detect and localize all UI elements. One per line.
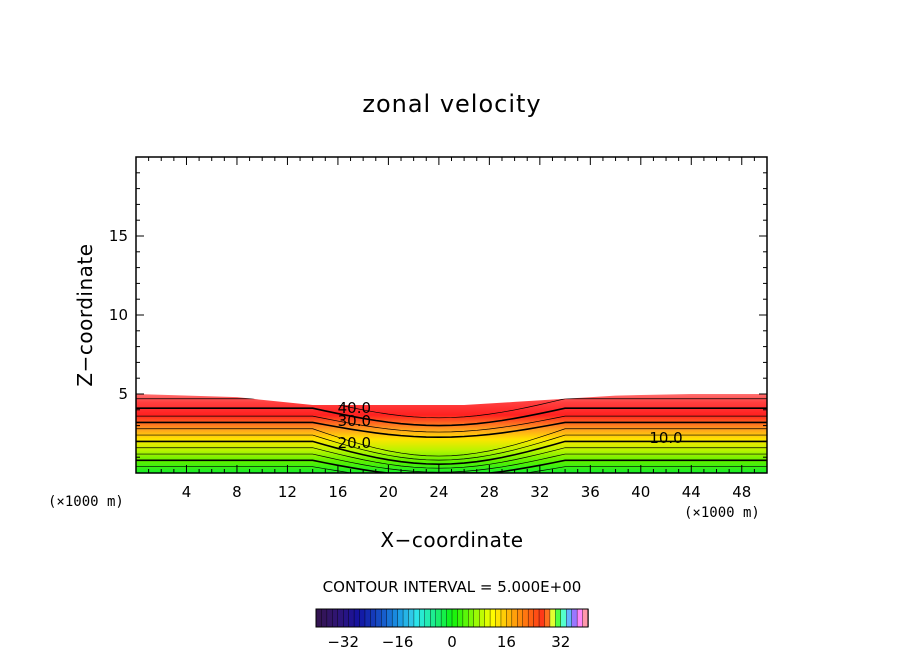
x-tick-label: 28 bbox=[480, 483, 499, 501]
chart-title: zonal velocity bbox=[362, 90, 541, 118]
colorbar-tick-label: −32 bbox=[327, 633, 359, 651]
x-tick-label: 24 bbox=[429, 483, 448, 501]
x-tick-label: 4 bbox=[182, 483, 192, 501]
colorbar-swatch bbox=[527, 608, 535, 628]
colorbar-swatch bbox=[381, 608, 388, 628]
colorbar-swatch bbox=[451, 608, 459, 628]
contour-label: 10.0 bbox=[649, 429, 682, 447]
colorbar-swatch bbox=[511, 608, 518, 628]
colorbar-swatch bbox=[468, 608, 475, 628]
x-tick-label: 8 bbox=[232, 483, 242, 501]
colorbar-frame bbox=[315, 608, 589, 628]
x-tick-label: 36 bbox=[581, 483, 600, 501]
colorbar-swatch bbox=[408, 608, 415, 628]
contour-line bbox=[136, 447, 767, 469]
contour-label: 40.0 bbox=[338, 399, 371, 417]
y-tick-label: 5 bbox=[118, 385, 128, 403]
colorbar-swatch bbox=[457, 608, 464, 628]
x-axis-ticks: 4 8 12 16 20 24 28 32 36 40 44 48 bbox=[148, 157, 755, 501]
colorbar-swatch bbox=[571, 608, 578, 628]
colorbar-swatch bbox=[576, 608, 584, 628]
colorbar-swatch bbox=[391, 608, 399, 628]
colorbar-swatch bbox=[538, 608, 546, 628]
y-tick-label: 15 bbox=[109, 227, 128, 245]
colorbar-tick-label: 32 bbox=[551, 633, 570, 651]
colorbar-swatch bbox=[353, 608, 361, 628]
colorbar-swatch bbox=[495, 608, 502, 628]
colorbar-swatch bbox=[440, 608, 448, 628]
colorbar-swatch bbox=[386, 608, 393, 628]
colorbar-swatch bbox=[315, 608, 323, 628]
colorbar-swatch bbox=[397, 608, 404, 628]
colorbar-swatch bbox=[462, 608, 470, 628]
contour-labels: 40.030.0 20.0 10.0 bbox=[338, 399, 683, 452]
colorbar bbox=[315, 608, 589, 628]
x-tick-label: 16 bbox=[328, 483, 347, 501]
x-unit-left: (×1000 m) bbox=[48, 494, 124, 510]
colorbar-swatch bbox=[500, 608, 508, 628]
colorbar-swatch bbox=[549, 608, 557, 628]
colorbar-swatch bbox=[446, 608, 453, 628]
colorbar-ticks: −32 −16 0 16 32 bbox=[327, 633, 570, 651]
contour-lines bbox=[136, 398, 767, 473]
contour-interval-note: CONTOUR INTERVAL = 5.000E+00 bbox=[323, 578, 582, 596]
contour-line bbox=[136, 407, 767, 427]
x-tick-label: 44 bbox=[682, 483, 701, 501]
y-tick-label: 10 bbox=[109, 306, 128, 324]
contour-line bbox=[136, 415, 767, 433]
colorbar-swatch bbox=[489, 608, 497, 628]
contour-line bbox=[136, 398, 767, 419]
colorbar-tick-label: 16 bbox=[497, 633, 516, 651]
contour-line bbox=[136, 466, 767, 473]
colorbar-swatch bbox=[419, 608, 426, 628]
contour-line bbox=[136, 434, 767, 461]
colorbar-swatch bbox=[544, 608, 551, 628]
colorbar-swatch bbox=[321, 608, 328, 628]
contour-line bbox=[136, 428, 767, 457]
colorbar-swatch bbox=[370, 608, 377, 628]
colorbar-swatch bbox=[413, 608, 421, 628]
colorbar-swatch bbox=[364, 608, 372, 628]
x-tick-label: 32 bbox=[530, 483, 549, 501]
colorbar-swatch bbox=[560, 608, 567, 628]
contour-line bbox=[136, 421, 767, 439]
colorbar-swatch bbox=[435, 608, 442, 628]
plot-area: 40.030.0 20.0 10.0 bbox=[136, 394, 767, 473]
colorbar-swatch bbox=[430, 608, 437, 628]
colorbar-swatch bbox=[424, 608, 431, 628]
contour-label: 20.0 bbox=[338, 434, 371, 452]
colorbar-swatch bbox=[522, 608, 529, 628]
colorbar-swatch bbox=[326, 608, 334, 628]
x-tick-label: 48 bbox=[732, 483, 751, 501]
contour-line bbox=[136, 459, 767, 473]
colorbar-swatch bbox=[517, 608, 524, 628]
colorbar-swatch bbox=[375, 608, 382, 628]
y-axis-ticks: 5 10 15 bbox=[109, 172, 767, 458]
colorbar-swatch bbox=[555, 608, 562, 628]
colorbar-swatch bbox=[402, 608, 410, 628]
x-tick-label: 12 bbox=[278, 483, 297, 501]
colorbar-swatch bbox=[343, 608, 350, 628]
colorbar-swatch bbox=[337, 608, 344, 628]
colorbar-swatch bbox=[359, 608, 366, 628]
colorbar-swatch bbox=[484, 608, 491, 628]
colorbar-swatch bbox=[332, 608, 339, 628]
colorbar-swatch bbox=[473, 608, 480, 628]
colorbar-swatch bbox=[566, 608, 573, 628]
colorbar-swatch bbox=[348, 608, 355, 628]
contour-label: 30.0 bbox=[338, 412, 371, 430]
colorbar-tick-label: 0 bbox=[447, 633, 457, 651]
x-tick-label: 20 bbox=[379, 483, 398, 501]
x-tick-label: 40 bbox=[631, 483, 650, 501]
colorbar-tick-label: −16 bbox=[382, 633, 414, 651]
colorbar-swatch bbox=[479, 608, 486, 628]
colorbar-swatch bbox=[533, 608, 540, 628]
contour-line bbox=[136, 440, 767, 465]
colorbar-swatch bbox=[506, 608, 513, 628]
y-axis-label: Z−coordinate bbox=[73, 243, 97, 386]
x-axis-label: X−coordinate bbox=[380, 528, 523, 552]
x-unit-right: (×1000 m) bbox=[684, 505, 760, 521]
